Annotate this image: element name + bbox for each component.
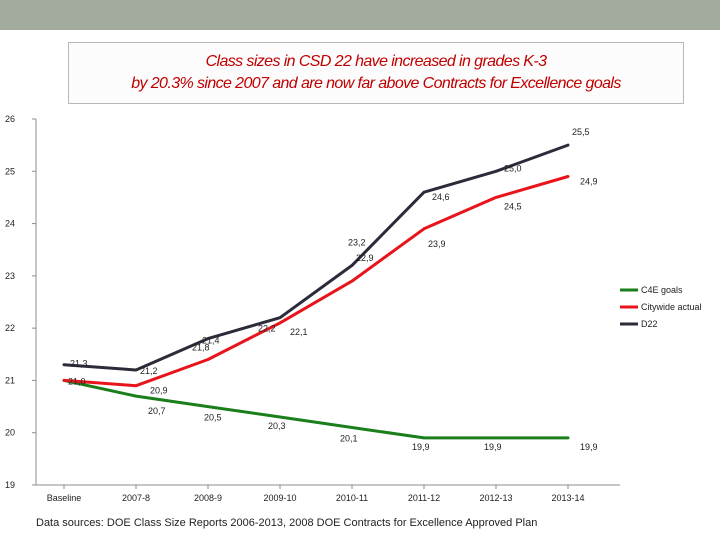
x-tick-label: 2009-10 <box>263 493 296 503</box>
x-tick-label: 2012-13 <box>479 493 512 503</box>
data-label: 20,3 <box>268 421 286 431</box>
data-label: 24,5 <box>504 201 522 211</box>
y-tick-label: 20 <box>5 428 15 438</box>
x-tick-label: 2010-11 <box>336 493 368 503</box>
data-label: 20,7 <box>148 406 166 416</box>
data-label: 19,9 <box>484 442 502 452</box>
data-label: 20,5 <box>204 413 222 423</box>
x-tick-label: 2011-12 <box>408 493 440 503</box>
chart-title: Class sizes in CSD 22 have increased in … <box>68 42 684 104</box>
y-tick-label: 24 <box>5 219 15 229</box>
x-tick-label: 2013-14 <box>551 493 584 503</box>
series-line-citywide-actual <box>62 175 570 388</box>
data-label: 23,2 <box>348 237 366 247</box>
x-tick-label: 2008-9 <box>194 493 222 503</box>
data-label: 21,3 <box>70 359 88 369</box>
legend-label: Citywide actual <box>641 302 702 312</box>
title-line-1: Class sizes in CSD 22 have increased in … <box>205 53 547 70</box>
data-label: 22,2 <box>258 324 276 334</box>
x-tick-label: Baseline <box>47 493 82 503</box>
data-label: 19,9 <box>580 442 598 452</box>
data-label: 21,4 <box>202 336 220 346</box>
legend-label: D22 <box>641 319 658 329</box>
data-label: 24,9 <box>580 177 598 187</box>
source-note: Data sources: DOE Class Size Reports 200… <box>36 517 538 529</box>
data-label: 21,2 <box>140 366 158 376</box>
data-label: 23,9 <box>428 239 446 249</box>
y-tick-label: 23 <box>5 271 15 281</box>
legend-label: C4E goals <box>641 285 683 295</box>
data-label: 21,8 <box>192 343 210 353</box>
data-label: 21,0 <box>68 376 86 386</box>
y-tick-label: 25 <box>5 166 15 176</box>
header-band <box>0 0 720 30</box>
y-tick-label: 22 <box>5 323 15 333</box>
x-tick-label: 2007-8 <box>122 493 150 503</box>
series-line-d22 <box>62 143 570 372</box>
title-line-2: by 20.3% since 2007 and are now far abov… <box>131 75 621 92</box>
y-tick-label: 21 <box>5 375 15 385</box>
data-label: 20,9 <box>150 386 168 396</box>
data-label: 20,1 <box>340 433 358 443</box>
data-label: 25,0 <box>504 163 522 173</box>
data-label: 24,6 <box>432 192 450 202</box>
data-label: 22,1 <box>290 327 308 337</box>
y-tick-label: 26 <box>5 114 15 124</box>
data-label: 25,5 <box>572 127 590 137</box>
data-label: 22,9 <box>356 253 374 263</box>
series-line-c4e-goals <box>62 378 570 440</box>
data-label: 19,9 <box>412 442 430 452</box>
y-tick-label: 19 <box>5 480 15 490</box>
